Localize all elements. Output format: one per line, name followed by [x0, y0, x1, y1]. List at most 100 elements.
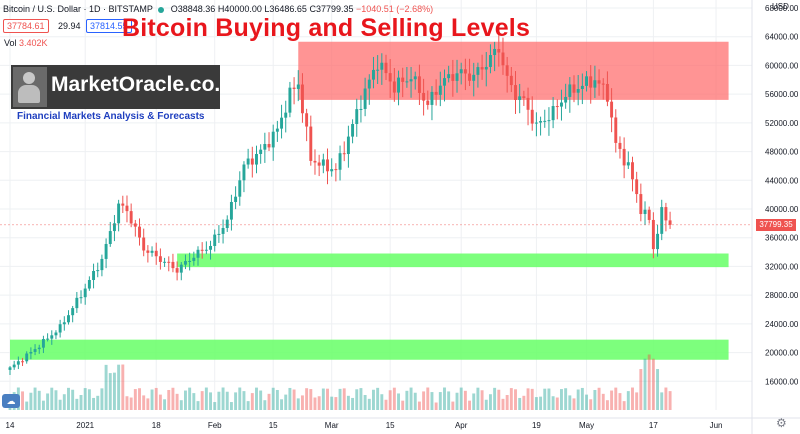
y-tick-label: 64000.00 — [765, 33, 799, 42]
candle-body — [417, 76, 421, 93]
volume-bar — [296, 398, 300, 410]
candle-body — [351, 124, 355, 137]
candle-body — [463, 69, 467, 74]
cloud-icon[interactable]: ☁ — [2, 394, 20, 408]
volume-bar — [647, 354, 651, 410]
volume-bar — [41, 400, 45, 410]
volume-bar — [171, 387, 175, 410]
volume-bar — [292, 389, 296, 410]
sell-zone — [298, 41, 729, 100]
volume-bar — [430, 392, 434, 410]
volume-bar — [505, 394, 509, 410]
volume-bar — [547, 388, 551, 410]
volume-bar — [346, 395, 350, 410]
candle-body — [146, 250, 150, 253]
candle-body — [129, 211, 133, 224]
buy-price-button[interactable]: 37814.55 — [86, 19, 132, 33]
volume-bar — [480, 390, 484, 410]
candle-body — [397, 77, 400, 93]
candle-body — [121, 203, 125, 206]
candle-body — [367, 79, 371, 89]
candle-body — [622, 148, 626, 166]
candle-body — [242, 164, 246, 181]
volume-bar — [417, 401, 421, 410]
candle-body — [551, 106, 555, 121]
volume-bar — [468, 400, 472, 410]
candle-body — [196, 249, 200, 258]
candle-body — [296, 84, 300, 89]
volume-bar — [664, 387, 668, 410]
candle-body — [46, 338, 50, 340]
y-tick-label: 52000.00 — [765, 119, 799, 128]
volume-bar — [213, 402, 217, 410]
y-tick-label: 28000.00 — [765, 291, 799, 300]
volume-bar — [530, 388, 534, 410]
candle-body — [635, 179, 639, 195]
volume-bar — [50, 387, 54, 410]
volume-bar — [626, 391, 630, 410]
candle-body — [250, 158, 254, 165]
ohlc-close: C37799.35 — [309, 4, 354, 14]
volume-bar — [422, 391, 426, 410]
candle-body — [522, 96, 526, 98]
volume-bar — [75, 398, 79, 410]
candle-body — [651, 219, 655, 250]
x-tick-label: Jun — [710, 421, 723, 430]
y-tick-label: 40000.00 — [765, 205, 799, 214]
x-tick-label: 19 — [532, 421, 541, 430]
volume-bar — [355, 389, 359, 410]
candle-body — [234, 196, 238, 202]
candle-body — [158, 256, 162, 262]
volume-bar — [476, 387, 480, 410]
candle-body — [133, 223, 137, 227]
volume-bar — [518, 397, 522, 410]
candle-body — [8, 367, 12, 370]
volume-bar — [326, 388, 329, 410]
candle-body — [539, 121, 543, 123]
candle-body — [305, 113, 309, 127]
candle-body — [426, 100, 430, 105]
candle-body — [610, 101, 614, 118]
volume-bar — [447, 391, 451, 410]
candle-body — [413, 76, 417, 80]
candle-body — [271, 131, 275, 148]
gear-icon[interactable]: ⚙ — [776, 416, 787, 430]
sell-price-button[interactable]: 37784.61 — [3, 19, 49, 33]
currency-label: USD — [772, 2, 789, 11]
volume-bar — [631, 387, 634, 410]
volume-bar — [234, 392, 238, 410]
volume-bar — [601, 393, 605, 410]
candle-body — [639, 194, 643, 215]
candle-body — [493, 48, 497, 56]
volume-bar — [388, 390, 392, 410]
volume-bar — [401, 400, 405, 410]
volume-bar — [614, 387, 618, 410]
candle-body — [555, 106, 559, 108]
interval[interactable]: 1D — [89, 4, 101, 14]
candle-body — [534, 122, 538, 124]
candle-body — [209, 245, 212, 250]
volume-bar — [438, 392, 442, 410]
candle-body — [576, 89, 580, 93]
candle-body — [125, 205, 129, 212]
symbol-name[interactable]: Bitcoin / U.S. Dollar — [3, 4, 82, 14]
candle-body — [326, 159, 329, 172]
candle-body — [67, 315, 70, 323]
candle-body — [530, 109, 534, 124]
volume-bar — [534, 397, 538, 410]
candle-body — [300, 84, 304, 114]
candle-body — [589, 76, 593, 88]
volume-bar — [551, 396, 555, 410]
candle-body — [488, 55, 492, 67]
candle-body — [338, 153, 342, 170]
volume-bar — [334, 397, 338, 410]
x-tick-label: 2021 — [76, 421, 94, 430]
logo-text: MarketOracle.co.uk — [51, 73, 245, 96]
volume-bar — [263, 400, 267, 410]
candle-body — [330, 169, 334, 172]
volume-bar — [367, 398, 371, 410]
candle-body — [580, 85, 584, 90]
candle-body — [585, 76, 588, 86]
volume-bar — [58, 399, 62, 410]
volume-bar — [83, 388, 87, 410]
